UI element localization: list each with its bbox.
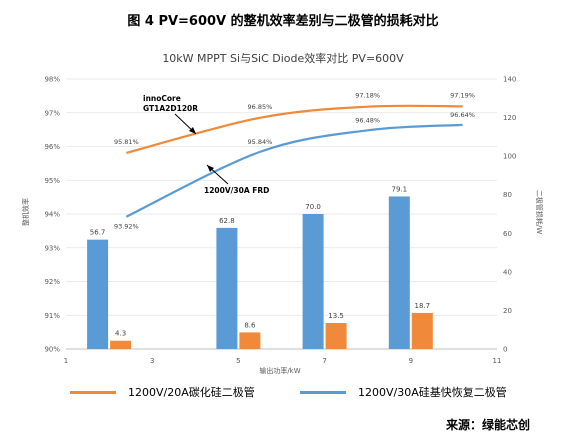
y-tick-left: 92% [44,278,60,286]
arrow-head-frd [207,165,214,172]
x-tick: 7 [322,357,326,365]
bar-label-sic: 4.3 [115,330,126,338]
bar-sic [325,322,347,349]
arrow-head-sic [189,127,196,134]
legend-item-sic: 1200V/20A碳化硅二极管 [70,384,255,400]
bar-label-si: 79.1 [392,185,408,193]
line-sic-efficiency [126,104,463,154]
y-tick-right: 40 [503,268,512,276]
legend: 1200V/20A碳化硅二极管 1200V/30A硅基快恢复二极管 [0,384,566,404]
xlabel: 输出功率/kW [259,366,300,375]
bar-si-frd [388,196,410,349]
y-tick-right: 20 [503,307,512,315]
x-tick: 3 [150,357,154,365]
bar-sic [110,340,132,349]
annotation-frd: 1200V/30A FRD [204,186,269,195]
bar-si-frd [87,239,109,349]
bar-label-sic: 8.6 [244,321,256,329]
bar-label-si: 70.0 [305,203,321,211]
y-tick-right: 80 [503,191,512,199]
line-series: 95.81% 96.85% 97.18% 97.19% 93.92% 95.84% 96.4… [114,91,475,230]
y-tick-left: 96% [44,143,60,151]
y-tick-left: 94% [44,211,60,219]
x-tick: 11 [493,357,502,365]
point-label-si: 96.64% [450,111,475,119]
y-tick-right: 100 [503,153,516,161]
annotation-innocore-part: GT1A2D120R [143,104,198,113]
bar-label-sic: 13.5 [328,312,344,320]
bar-si-frd [302,214,324,349]
point-label-sic: 97.18% [355,92,380,100]
y-tick-left: 90% [44,346,60,354]
y-tick-right: 60 [503,230,512,238]
y-tick-right: 0 [503,346,507,354]
y-tick-left: 97% [44,109,60,117]
point-label-si: 96.48% [355,116,380,124]
ylabel-right: 二极管损耗/W [535,190,544,234]
legend-label-sic: 1200V/20A碳化硅二极管 [128,386,255,399]
source-text: 来源：绿能芯创 [445,418,530,432]
legend-swatch-orange [70,390,116,394]
legend-swatch-blue [300,390,346,394]
x-axis: 1 3 5 7 9 11 [64,348,502,365]
ylabel-left: 整机效率 [21,198,30,226]
figure-title: 图 4 PV=600V 的整机效率差别与二极管的损耗对比 [127,14,439,29]
x-tick: 1 [64,357,68,365]
point-label-sic: 96.85% [248,103,273,111]
y-tick-right: 140 [503,76,516,84]
right-axis: 0 20 40 60 80 100 120 140 [503,76,516,354]
point-label-si: 95.84% [248,138,273,146]
bar-sic [411,312,433,349]
bar-label-si: 56.7 [90,229,106,237]
legend-item-si: 1200V/30A硅基快恢复二极管 [300,384,507,400]
bar-series: 56.7 4.3 62.8 8.6 70.0 13.5 79.1 18.7 [87,185,433,349]
bar-label-sic: 18.7 [415,302,431,310]
point-label-sic: 97.19% [450,91,475,99]
chart-title: 10kW MPPT Si与SiC Diode效率对比 PV=600V [162,51,404,65]
y-tick-right: 120 [503,114,516,122]
point-label-sic: 95.81% [114,138,139,146]
point-label-si: 93.92% [114,223,139,231]
bar-sic [239,332,261,349]
left-axis: 90% 91% 92% 93% 94% 95% 96% 97% 98% [44,76,60,354]
y-tick-left: 91% [44,312,60,320]
line-si-efficiency [125,123,463,218]
y-tick-left: 95% [44,177,60,185]
x-tick: 5 [236,357,240,365]
legend-label-si: 1200V/30A硅基快恢复二极管 [358,386,507,399]
y-tick-left: 98% [44,76,60,84]
bar-label-si: 62.8 [219,217,235,225]
bar-si-frd [216,227,238,349]
annotation-innocore: innoCore [143,94,181,103]
x-tick: 9 [409,357,413,365]
y-tick-left: 93% [44,244,60,252]
